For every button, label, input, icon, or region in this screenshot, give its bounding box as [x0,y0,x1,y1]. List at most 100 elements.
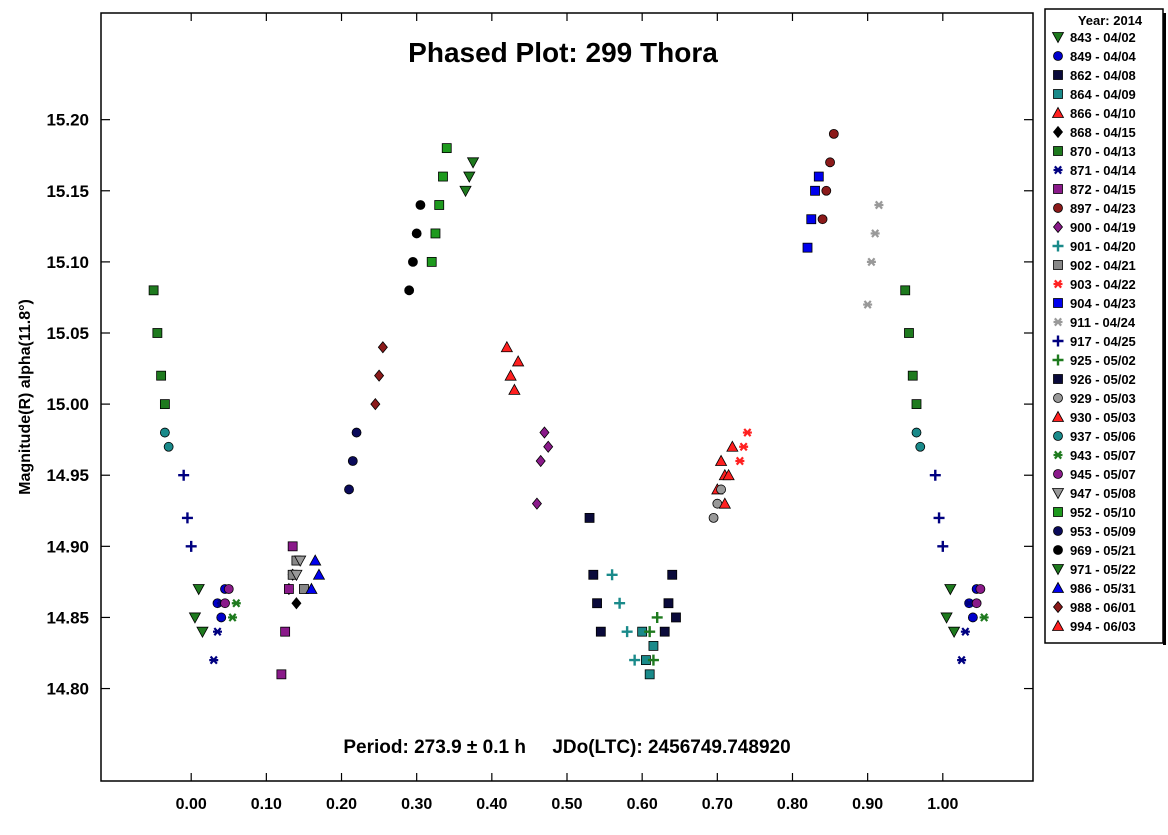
data-point [667,569,678,580]
x-tick-label: 0.90 [852,796,883,813]
legend-marker [1053,146,1063,156]
legend-marker [1052,335,1064,347]
y-tick-label: 15.00 [46,395,89,414]
data-point [305,582,318,594]
legend-label: 904 - 04/23 [1070,296,1136,311]
data-point [312,568,326,580]
data-point [718,497,732,509]
data-point [648,640,659,651]
series-917 [178,469,949,552]
legend-label: 872 - 04/15 [1070,182,1136,197]
data-point [290,569,303,582]
legend-label: 929 - 05/03 [1070,391,1136,406]
legend-marker [1053,526,1063,536]
data-point [370,397,381,411]
legend-marker [1053,279,1063,289]
data-point [280,626,291,637]
data-point [294,555,307,567]
series-945 [220,584,986,609]
data-point [828,128,839,139]
data-point [726,440,739,452]
data-point [188,612,202,624]
x-tick-label: 0.20 [326,796,357,813]
legend-label: 917 - 04/25 [1070,334,1136,349]
legend-marker [1053,374,1063,384]
legend-marker [1052,240,1064,252]
y-tick-label: 15.05 [46,324,89,343]
data-point [209,655,219,665]
data-point [192,584,205,596]
legend-label: 945 - 05/07 [1070,467,1136,482]
legend-label: 871 - 04/14 [1070,163,1137,178]
data-point [911,427,922,438]
legend-label: 870 - 04/13 [1070,144,1136,159]
data-point [148,285,159,296]
data-point [644,626,656,638]
legend-label: 866 - 04/10 [1070,106,1136,121]
data-point [735,456,745,466]
y-tick-label: 14.90 [46,537,89,556]
data-point [438,171,448,182]
data-point [466,157,480,169]
legend-label: 953 - 05/09 [1070,524,1136,539]
data-point [907,370,918,381]
legend-label: 849 - 04/04 [1070,49,1137,64]
x-tick-label: 0.60 [627,796,658,813]
series-900 [531,426,554,510]
data-point [967,612,978,623]
legend-label: 864 - 04/09 [1070,87,1136,102]
legend-label: 911 - 04/24 [1070,315,1136,330]
series-971 [459,157,480,198]
data-point [971,598,982,609]
legend-marker [1053,431,1063,441]
legend-marker [1053,203,1063,213]
x-tick-label: 0.40 [476,796,507,813]
data-point [404,285,415,296]
data-point [415,200,426,210]
legend-label: 868 - 04/15 [1070,125,1136,140]
series-969 [404,200,426,296]
data-point [309,554,322,566]
data-point [644,669,655,680]
data-point [500,340,514,353]
data-point [960,627,970,636]
legend-label: 862 - 04/08 [1070,68,1136,83]
legend-label: 986 - 05/31 [1070,581,1136,596]
data-point [592,598,602,609]
y-tick-label: 15.20 [46,111,89,130]
data-point [287,541,298,552]
data-point [152,328,163,338]
chart-title: Phased Plot: 299 Thora [408,37,718,68]
data-point [163,441,174,452]
y-axis-label: Magnitude(R) alpha(11.8°) [17,299,34,495]
data-point [223,584,234,594]
data-point [870,229,880,238]
x-tick-label: 0.80 [777,796,808,813]
x-tick-label: 0.30 [401,796,432,813]
data-point [196,626,209,638]
data-point [531,497,542,510]
data-point [866,257,876,267]
series-870 [148,285,922,410]
legend-marker [1051,619,1065,631]
data-point [434,200,445,210]
data-point [621,626,633,638]
legend-label: 897 - 04/23 [1070,201,1136,216]
data-point [441,143,452,154]
legend-marker [1053,450,1063,460]
series-862 [584,512,606,637]
y-tick-label: 15.15 [46,182,89,201]
data-point [159,427,170,438]
legend-shadow [1163,13,1166,645]
data-point [806,214,817,225]
data-point [291,597,302,610]
series-986 [305,554,326,594]
legend-marker [1051,581,1065,593]
data-point [647,654,659,666]
data-point [933,512,945,524]
y-tick-label: 14.85 [46,608,89,627]
data-point [629,654,641,666]
series-904 [802,171,824,253]
legend-marker [1053,89,1063,99]
data-point [535,454,546,468]
